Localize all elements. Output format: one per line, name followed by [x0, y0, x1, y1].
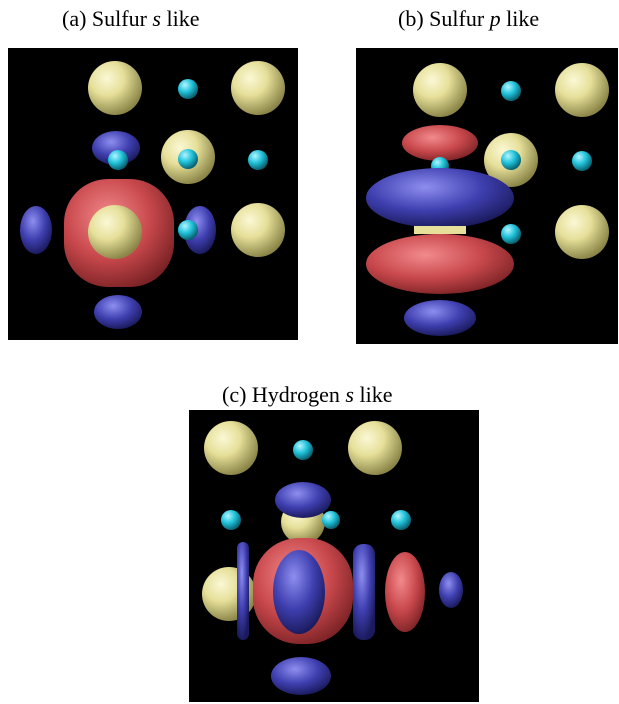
hydrogen-atom — [501, 224, 521, 244]
negative-lobe — [404, 300, 476, 336]
negative-lobe — [275, 482, 331, 518]
negative-lobe — [273, 550, 325, 634]
hydrogen-atom — [178, 149, 198, 169]
negative-lobe — [20, 206, 52, 254]
negative-lobe — [271, 657, 331, 695]
negative-lobe — [92, 131, 140, 165]
sulfur-atom — [88, 61, 142, 115]
caption-c: (c) Hydrogen s like — [222, 382, 393, 407]
orbital-rendering-c — [202, 421, 463, 695]
hydrogen-atom — [293, 440, 313, 460]
negative-lobe — [184, 206, 216, 254]
orbital-rendering-a — [20, 61, 285, 329]
sulfur-atom — [348, 421, 402, 475]
hydrogen-atom — [572, 151, 592, 171]
hydrogen-atom — [108, 150, 128, 170]
hydrogen-atom — [248, 150, 268, 170]
negative-lobe — [94, 295, 142, 329]
sulfur-atom — [204, 421, 258, 475]
caption-a: (a) Sulfur s like — [62, 6, 200, 31]
hydrogen-atom — [501, 81, 521, 101]
sulfur-atom — [231, 203, 285, 257]
negative-lobe — [366, 168, 514, 228]
sulfur-atom — [414, 226, 466, 234]
negative-lobe — [439, 572, 463, 608]
sulfur-atom — [555, 63, 609, 117]
positive-lobe — [366, 234, 514, 294]
hydrogen-atom — [391, 510, 411, 530]
sulfur-atom — [231, 61, 285, 115]
orbital-rendering-b — [366, 63, 609, 336]
positive-lobe — [385, 552, 425, 632]
sulfur-atom — [88, 205, 142, 259]
hydrogen-atom — [221, 510, 241, 530]
sulfur-atom — [555, 205, 609, 259]
panel-b-sulfur-p-orbital — [356, 48, 618, 344]
hydrogen-atom — [178, 79, 198, 99]
negative-lobe — [353, 544, 375, 640]
sulfur-atom — [413, 63, 467, 117]
caption-b: (b) Sulfur p like — [398, 6, 540, 31]
panel-c-hydrogen-s-orbital — [189, 410, 479, 702]
hydrogen-atom — [178, 220, 198, 240]
hydrogen-atom — [501, 150, 521, 170]
panel-a-sulfur-s-orbital — [8, 48, 298, 340]
negative-lobe — [237, 542, 249, 640]
hydrogen-atom — [322, 511, 340, 529]
positive-lobe — [402, 125, 478, 161]
